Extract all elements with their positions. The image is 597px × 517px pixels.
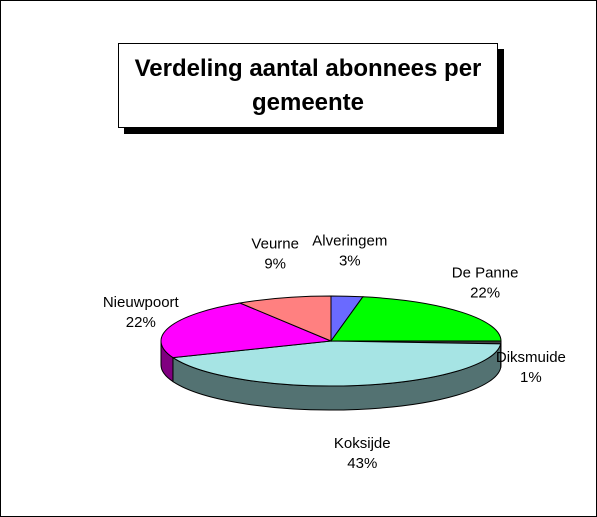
slice-value-label: 1% <box>520 369 542 386</box>
slice-value-label: 43% <box>347 455 377 472</box>
slice-label: Veurne <box>251 236 299 253</box>
slice-value-label: 22% <box>470 285 500 302</box>
slice-label: Koksijde <box>334 435 391 452</box>
pie-slice <box>171 340 502 387</box>
pie-slice <box>330 296 502 342</box>
slice-label: Alveringem <box>312 232 387 249</box>
slice-value-label: 9% <box>264 256 286 273</box>
slice-label: Nieuwpoort <box>103 294 180 311</box>
slice-value-label: 22% <box>126 314 156 331</box>
slice-label: Diksmuide <box>496 349 566 366</box>
slice-value-label: 3% <box>339 252 361 269</box>
pie-slice <box>160 302 332 359</box>
chart-title: Verdeling aantal abonnees per gemeente <box>118 43 498 128</box>
slice-label: De Panne <box>452 265 519 282</box>
pie-slice <box>238 295 332 342</box>
